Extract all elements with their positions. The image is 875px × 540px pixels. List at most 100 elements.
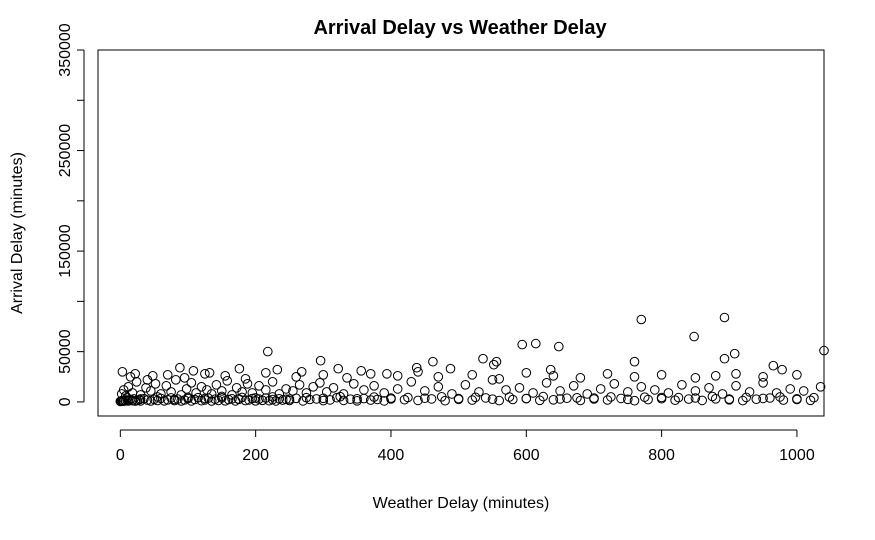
- data-point: [731, 369, 741, 379]
- data-point: [670, 395, 680, 406]
- data-point: [234, 363, 245, 374]
- data-point: [623, 394, 633, 405]
- data-point: [150, 379, 161, 389]
- data-point: [514, 383, 525, 393]
- data-point: [217, 386, 227, 396]
- plot-frame: [97, 49, 825, 417]
- data-point: [277, 395, 288, 405]
- data-point: [805, 395, 816, 406]
- data-point: [582, 389, 593, 399]
- data-point: [359, 385, 369, 395]
- data-point: [768, 360, 779, 371]
- data-point: [562, 393, 572, 404]
- data-point: [538, 391, 549, 402]
- data-point: [298, 396, 308, 406]
- data-point: [741, 392, 752, 403]
- data-point: [196, 395, 207, 406]
- x-axis-label: Weather Delay (minutes): [373, 495, 550, 512]
- data-point: [125, 372, 136, 382]
- data-point: [819, 345, 829, 356]
- data-point: [356, 366, 367, 376]
- data-point: [548, 395, 559, 405]
- data-point: [445, 363, 456, 374]
- data-point: [352, 394, 362, 404]
- data-point: [233, 394, 244, 404]
- data-point: [257, 395, 268, 406]
- data-point: [656, 370, 667, 380]
- data-point: [220, 371, 230, 381]
- data-point: [183, 392, 193, 403]
- data-point: [541, 378, 552, 388]
- data-point: [487, 375, 498, 385]
- data-point: [315, 355, 326, 366]
- data-point: [188, 366, 199, 376]
- data-point: [130, 369, 140, 379]
- data-point: [467, 395, 478, 405]
- data-point: [528, 388, 538, 398]
- data-point: [433, 382, 444, 392]
- data-point: [403, 392, 413, 403]
- data-point: [535, 395, 545, 406]
- x-axis: 0 200 400 600 800 1000: [116, 429, 815, 464]
- data-point: [171, 375, 181, 385]
- data-point: [765, 393, 775, 403]
- data-point: [758, 378, 768, 388]
- data-point: [777, 364, 787, 375]
- data-point: [815, 382, 826, 392]
- data-point: [365, 369, 376, 379]
- data-point: [717, 389, 728, 399]
- data-point: [176, 390, 186, 400]
- data-point: [420, 393, 430, 404]
- data-point: [616, 393, 626, 404]
- x-tick-label: 200: [242, 447, 269, 464]
- data-point: [778, 395, 789, 405]
- data-point: [467, 370, 478, 380]
- data-point: [602, 395, 613, 405]
- y-tick-label: 50000: [57, 329, 74, 374]
- data-point: [595, 384, 606, 394]
- data-point: [261, 368, 271, 378]
- data-point: [719, 353, 730, 364]
- data-point: [379, 388, 390, 398]
- data-point: [118, 385, 129, 395]
- data-point: [568, 381, 579, 391]
- data-point: [447, 389, 457, 399]
- data-point: [175, 362, 185, 373]
- y-axis: 0 50000 150000 250000 350000: [57, 23, 85, 406]
- data-point: [411, 362, 422, 373]
- data-point: [521, 368, 532, 378]
- data-point: [328, 383, 339, 393]
- data-point: [135, 394, 146, 404]
- data-point: [267, 377, 278, 387]
- data-point: [704, 383, 714, 393]
- data-point: [656, 393, 667, 404]
- data-point: [342, 373, 352, 383]
- data-point: [200, 393, 210, 404]
- data-point: [281, 384, 291, 394]
- data-point: [335, 391, 346, 402]
- y-tick-label: 250000: [57, 124, 74, 177]
- data-point: [325, 395, 335, 405]
- data-point: [545, 364, 556, 375]
- data-point: [301, 392, 312, 403]
- data-point: [738, 395, 748, 406]
- data-point: [141, 383, 151, 393]
- data-point: [181, 384, 192, 394]
- data-point: [589, 393, 599, 403]
- data-point: [489, 359, 499, 370]
- data-point: [200, 369, 210, 379]
- data-point: [677, 380, 687, 390]
- data-point: [690, 386, 701, 396]
- data-point: [710, 394, 721, 404]
- data-point: [161, 381, 172, 391]
- data-point: [690, 373, 701, 383]
- data-point: [169, 394, 180, 405]
- data-point: [206, 389, 217, 399]
- data-point: [156, 389, 166, 399]
- data-point: [196, 382, 207, 392]
- data-point: [242, 379, 253, 389]
- data-point: [247, 393, 258, 404]
- data-point: [792, 394, 802, 404]
- data-point: [148, 371, 158, 381]
- data-point: [263, 346, 273, 357]
